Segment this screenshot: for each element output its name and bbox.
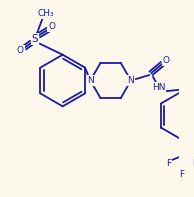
Text: CH₃: CH₃ bbox=[38, 9, 54, 18]
Text: N: N bbox=[87, 76, 94, 85]
Text: N: N bbox=[127, 76, 134, 85]
Text: F: F bbox=[166, 159, 171, 168]
Text: F: F bbox=[192, 159, 194, 168]
Text: O: O bbox=[17, 46, 24, 55]
Text: O: O bbox=[162, 56, 169, 65]
Text: S: S bbox=[32, 34, 38, 44]
Text: HN: HN bbox=[152, 83, 165, 92]
Text: O: O bbox=[48, 22, 55, 31]
Text: F: F bbox=[179, 170, 184, 179]
